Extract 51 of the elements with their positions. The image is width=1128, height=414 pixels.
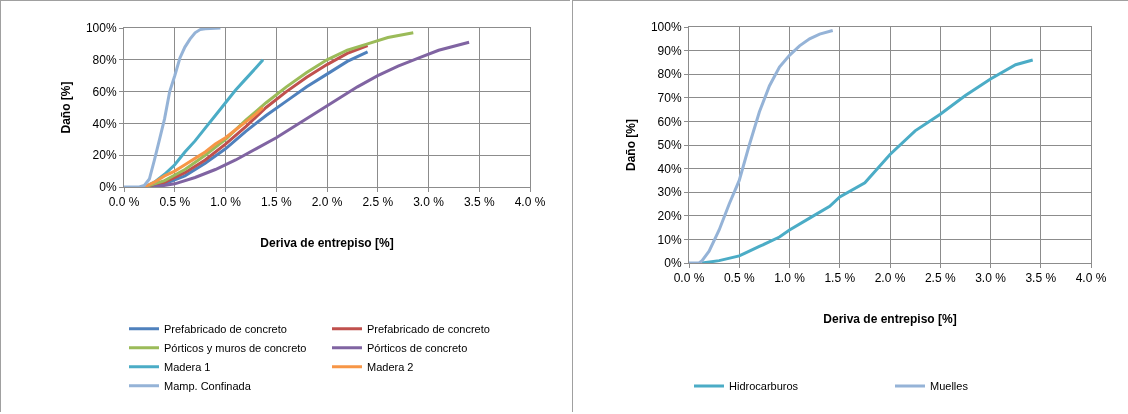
x-tick-label: 1.0 % (210, 195, 242, 210)
y-tick-label: 0% (664, 256, 682, 271)
x-tick-label: 2.0 % (311, 195, 343, 210)
y-tick-label: 50% (657, 138, 682, 153)
x-tick-label: 4.0 % (1075, 271, 1107, 286)
x-tick-label: 3.5 % (463, 195, 495, 210)
legend-label: Madera 2 (367, 360, 414, 373)
legend-label: Prefabricado de concreto (367, 322, 490, 335)
x-tick-label: 0.5 % (723, 271, 755, 286)
y-tick-label: 40% (657, 161, 682, 176)
x-tick-label: 2.5 % (362, 195, 394, 210)
y-tick-label: 20% (657, 209, 682, 223)
legend-label: Hidrocarburos (729, 380, 799, 393)
line-series (700, 58, 1035, 263)
legend-label: Prefabricado de concreto (164, 322, 287, 335)
x-axis-title: Deriva de entrepiso [%] (823, 312, 957, 327)
x-tick-label: 1.5 % (260, 195, 292, 210)
x-tick-label: 3.5 % (1025, 271, 1057, 286)
y-tick-label: 100% (85, 21, 117, 36)
y-axis-title: Daño [%] (624, 119, 639, 171)
legend-label: Mamp. Confinada (164, 379, 252, 392)
x-axis-title: Deriva de entrepiso [%] (260, 236, 394, 251)
legend-label: Madera 1 (164, 360, 211, 373)
legend-label: Muelles (930, 380, 969, 393)
x-tick-label: 0.5 % (159, 195, 191, 210)
line-series (142, 106, 265, 187)
y-tick-label: 0% (99, 180, 117, 195)
y-tick-label: 80% (92, 53, 117, 67)
legend-label: Pórticos y muros de concreto (164, 341, 307, 354)
x-tick-label: 1.5 % (824, 271, 856, 286)
y-tick-label: 100% (650, 20, 682, 35)
legend-label: Pórticos de concreto (367, 341, 468, 354)
x-tick-label: 3.0 % (413, 195, 445, 210)
y-axis-title: Daño [%] (59, 81, 74, 134)
line-series (152, 40, 471, 187)
y-tick-label: 80% (657, 67, 682, 82)
x-tick-label: 3.0 % (975, 271, 1007, 286)
y-tick-label: 40% (92, 116, 117, 131)
x-tick-label: 0.0 % (108, 195, 140, 210)
y-tick-label: 20% (92, 148, 117, 163)
y-tick-label: 60% (92, 84, 117, 99)
y-tick-label: 10% (657, 232, 682, 247)
y-tick-label: 30% (657, 185, 682, 200)
x-tick-label: 1.0 % (774, 271, 806, 286)
y-tick-label: 60% (657, 114, 682, 129)
x-tick-label: 4.0 % (514, 195, 546, 210)
x-tick-label: 0.0 % (673, 271, 705, 286)
x-tick-label: 2.5 % (924, 271, 956, 286)
y-tick-label: 70% (657, 91, 682, 105)
y-tick-label: 90% (657, 43, 682, 58)
x-tick-label: 2.0 % (874, 271, 906, 286)
